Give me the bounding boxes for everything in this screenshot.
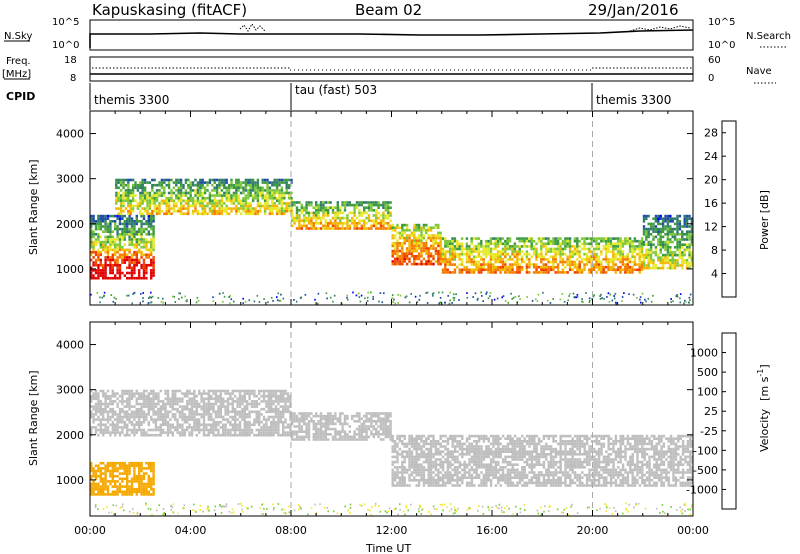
xtick-label-5: 20:00	[577, 524, 609, 537]
power-band-5	[441, 237, 644, 274]
velocity-band-0	[90, 461, 155, 496]
velocity-axes: 1000 2000 3000 4000	[56, 322, 694, 516]
power-band-4	[391, 223, 442, 266]
velocity-colorbar-label: Velocity [m s-1]	[756, 364, 771, 452]
velocity-cbar-label-7: -1000	[686, 483, 718, 496]
power-ytick-label-1: 2000	[56, 218, 84, 231]
power-band-2	[115, 178, 293, 216]
velocity-ytick-label-3: 4000	[56, 339, 84, 352]
nsky-tick-bottom: 10^0	[52, 40, 79, 51]
xtick-label-6: 00:00	[677, 524, 709, 537]
velocity-band-1	[90, 389, 292, 437]
power-ylabel: Slant Range [km]	[27, 159, 40, 255]
time-axis-labels: 00:00 04:00 08:00 12:00 16:00 20:00 00:00	[74, 524, 709, 537]
power-panel: 1000 2000 3000 4000 Slant Range [km]	[27, 110, 694, 306]
nsky-tick-top: 10^5	[52, 17, 79, 28]
nave-tick-bottom: 0	[708, 73, 714, 84]
velocity-cbar-label-0: 1000	[690, 347, 718, 360]
nsearch-tick-bottom: 10^0	[708, 40, 735, 51]
velocity-band-2	[291, 412, 392, 441]
power-cbar-label-1: 24	[704, 150, 718, 163]
velocity-cbar-label-4: -25	[700, 425, 718, 438]
power-ytick-label-2: 3000	[56, 173, 84, 186]
power-band-0	[90, 250, 155, 280]
velocity-colorbar-label-name: Velocity	[758, 408, 771, 452]
nave-tick-top: 60	[708, 55, 721, 66]
nsearch-dots	[239, 23, 691, 32]
power-cbar-label-3: 16	[704, 197, 718, 210]
xlabel: Time UT	[365, 542, 411, 554]
nsky-line	[89, 29, 694, 48]
velocity-near-range-clutter	[94, 502, 693, 516]
velocity-cbar-label-3: 25	[704, 405, 718, 418]
power-cbar-label-2: 20	[704, 174, 718, 187]
velocity-frame	[89, 321, 694, 517]
velocity-cbar-frame	[721, 332, 737, 510]
nsearch-label: N.Search	[746, 31, 791, 42]
xtick-label-2: 08:00	[275, 524, 307, 537]
power-backscatter	[90, 178, 693, 305]
xtick-label-4: 16:00	[476, 524, 508, 537]
velocity-colorbar: 1000 500 100 25 -25 -100 -500 -1000	[686, 332, 737, 510]
freq-tick-bottom: 8	[70, 73, 76, 84]
nsearch-tick-top: 10^5	[708, 17, 735, 28]
velocity-ytick-label-2: 3000	[56, 384, 84, 397]
freq-panel	[89, 56, 694, 82]
velocity-cbar-label-2: 100	[697, 386, 718, 399]
velocity-backscatter	[90, 389, 693, 516]
power-cbar-label-5: 8	[711, 244, 718, 257]
date-title: 29/Jan/2016	[588, 1, 679, 19]
velocity-cbar-label-5: -100	[693, 444, 718, 457]
velocity-ytick-label-0: 1000	[56, 474, 84, 487]
power-cbar-label-4: 12	[704, 221, 718, 234]
power-cbar-label-0: 28	[704, 127, 718, 140]
power-cbar-label-6: 4	[711, 268, 718, 281]
freq-unit: [MHz]	[2, 69, 31, 80]
velocity-cbar-label-6: -500	[693, 464, 718, 477]
freq-tick-top: 18	[64, 55, 77, 66]
power-ytick-label-0: 1000	[56, 263, 84, 276]
power-ytick-label-3: 4000	[56, 128, 84, 141]
xtick-label-0: 00:00	[74, 524, 106, 537]
xtick-label-3: 12:00	[376, 524, 408, 537]
power-axes: 1000 2000 3000 4000	[56, 111, 694, 305]
power-colorbar: 28 24 20 16 12 8 4	[704, 120, 737, 298]
velocity-colorbar-unit: [m s	[758, 376, 771, 401]
power-band-1	[90, 214, 155, 252]
cpid-segment-1: themis 3300	[94, 93, 169, 107]
cpid-segment-3: themis 3300	[596, 93, 671, 107]
beam-title: Beam 02	[355, 1, 422, 19]
station-title: Kapuskasing (fitACF)	[92, 1, 247, 19]
power-band-6	[642, 214, 693, 270]
power-colorbar-label: Power [dB]	[758, 190, 771, 250]
velocity-cbar-label-1: 500	[697, 366, 718, 379]
power-cbar-frame	[721, 120, 737, 298]
velocity-ytick-label-1: 2000	[56, 429, 84, 442]
velocity-ylabel: Slant Range [km]	[27, 370, 40, 466]
nave-label: Nave	[746, 66, 772, 77]
cpid-label: CPID	[6, 90, 35, 103]
velocity-band-3	[391, 434, 693, 487]
velocity-panel: 1000 2000 3000 4000 Slant Range [km]	[27, 321, 694, 517]
power-near-range-clutter	[90, 291, 692, 305]
velocity-colorbar-unit-sup: -1	[756, 369, 765, 377]
xtick-label-1: 04:00	[175, 524, 207, 537]
nsky-label: N.Sky	[4, 31, 32, 42]
power-band-3	[291, 201, 392, 230]
cpid-segment-2: tau (fast) 503	[295, 83, 377, 97]
velocity-colorbar-unit-close: ]	[758, 364, 771, 368]
freq-label: Freq.	[6, 56, 31, 67]
